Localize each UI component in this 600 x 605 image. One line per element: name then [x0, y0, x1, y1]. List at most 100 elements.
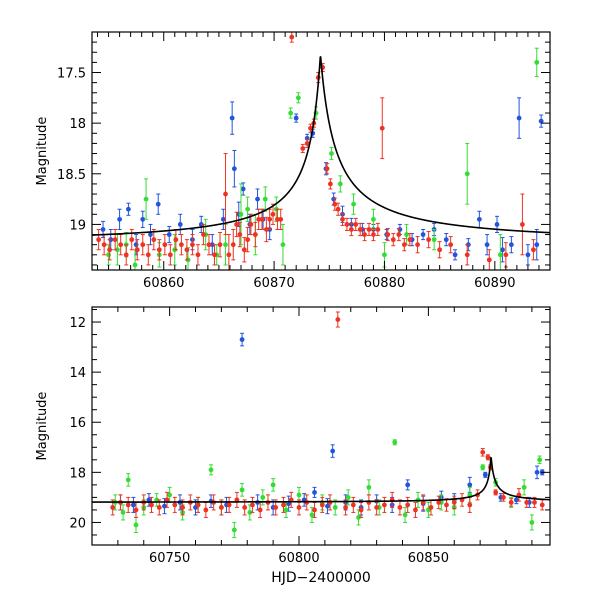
data-point: [295, 92, 301, 104]
data-point: [443, 233, 449, 247]
point-marker: [118, 242, 124, 248]
point-marker: [332, 201, 338, 207]
point-marker: [242, 505, 248, 510]
point-marker: [353, 222, 359, 227]
y-axis-label: Magnitude: [35, 392, 50, 461]
point-marker: [208, 467, 214, 473]
point-marker: [375, 227, 381, 232]
point-marker: [237, 232, 243, 237]
point-marker: [385, 232, 391, 237]
data-point: [125, 473, 131, 487]
data-point: [482, 471, 488, 478]
point-marker: [217, 242, 223, 248]
data-point: [538, 114, 544, 128]
point-marker: [252, 232, 258, 237]
point-marker: [534, 59, 540, 65]
data-point: [344, 217, 350, 232]
data-point: [140, 210, 146, 228]
x-tick-label: 60860: [143, 276, 184, 291]
data-point: [143, 178, 149, 220]
point-marker: [371, 232, 376, 237]
point-marker: [319, 502, 325, 508]
data-point: [464, 244, 470, 266]
data-point: [459, 493, 465, 507]
point-marker: [464, 252, 470, 258]
point-marker: [325, 503, 330, 509]
data-point: [234, 491, 240, 508]
data-point: [195, 244, 201, 266]
data-point: [131, 496, 136, 513]
point-marker: [203, 507, 209, 513]
point-marker: [262, 196, 268, 202]
data-point: [392, 439, 398, 446]
data-point: [397, 499, 403, 516]
point-marker: [255, 196, 260, 202]
data-point: [129, 228, 135, 251]
point-marker: [149, 502, 154, 508]
data-point: [270, 203, 276, 225]
point-marker: [452, 252, 458, 258]
point-marker: [281, 502, 286, 508]
data-point: [288, 107, 294, 119]
point-marker: [358, 507, 364, 513]
data-point: [278, 208, 284, 230]
point-marker: [379, 125, 385, 131]
point-marker: [156, 247, 162, 253]
data-point: [520, 193, 525, 256]
data-point: [217, 232, 223, 258]
data-point: [437, 241, 443, 259]
data-point: [493, 489, 499, 496]
data-point: [226, 234, 232, 270]
point-marker: [508, 500, 514, 505]
data-point: [223, 153, 228, 236]
data-point: [402, 506, 408, 523]
data-point: [241, 237, 247, 263]
data-point: [521, 479, 527, 496]
data-point: [420, 228, 426, 241]
point-marker: [164, 497, 170, 503]
point-marker: [374, 505, 380, 510]
series-blue: [118, 332, 545, 516]
data-point: [385, 227, 391, 242]
point-marker: [131, 502, 136, 508]
y-tick-label: 17.5: [57, 67, 86, 82]
data-point: [335, 311, 341, 328]
data-point: [231, 521, 237, 538]
data-point: [229, 101, 235, 135]
point-marker: [195, 502, 201, 508]
point-marker: [184, 247, 190, 253]
data-point: [358, 501, 364, 518]
data-point: [309, 506, 315, 523]
point-marker: [371, 216, 376, 222]
data-point: [263, 216, 269, 243]
point-marker: [195, 252, 201, 258]
data-point: [146, 493, 152, 507]
point-marker: [539, 502, 545, 508]
point-marker: [245, 237, 251, 243]
point-marker: [312, 507, 317, 513]
point-marker: [223, 242, 228, 248]
data-point: [335, 202, 341, 216]
point-marker: [537, 457, 543, 463]
point-marker: [110, 505, 116, 510]
data-point: [508, 498, 514, 507]
data-point: [366, 494, 372, 511]
data-point: [351, 193, 356, 215]
series-red: [96, 32, 536, 270]
point-marker: [476, 216, 482, 222]
point-marker: [126, 206, 131, 212]
data-point: [267, 208, 273, 230]
data-point: [484, 234, 490, 256]
data-point: [220, 208, 226, 230]
point-marker: [480, 464, 486, 470]
point-marker: [178, 242, 184, 248]
point-marker: [407, 237, 413, 243]
data-point: [501, 493, 506, 502]
data-point: [345, 489, 351, 506]
data-point: [413, 501, 418, 518]
point-marker: [263, 227, 269, 232]
point-marker: [289, 34, 295, 40]
point-marker: [484, 242, 490, 248]
point-marker: [133, 507, 139, 513]
point-marker: [133, 522, 139, 528]
